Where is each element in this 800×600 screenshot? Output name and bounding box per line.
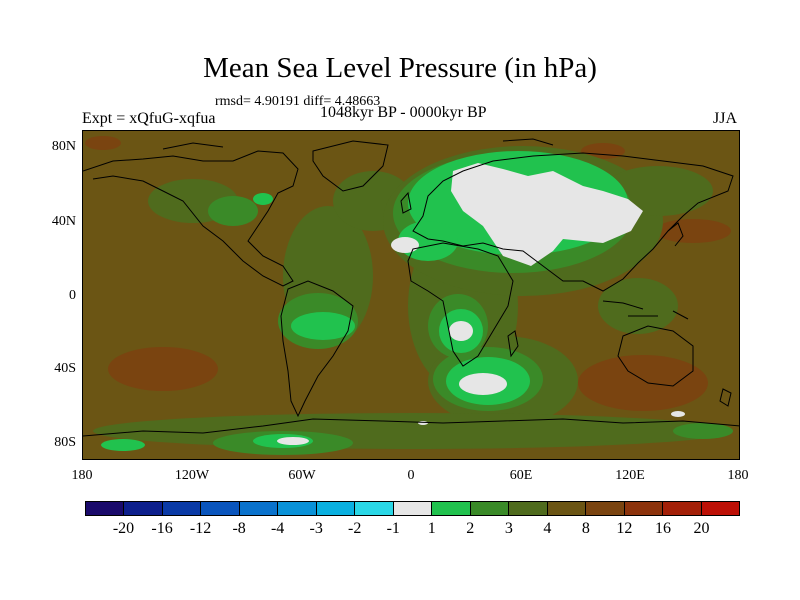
colorbar-label: -3 [309,520,323,537]
colorbar-swatch [162,502,202,515]
colorbar-swatch [663,502,702,515]
colorbar-swatch [316,502,356,515]
plot-title: Mean Sea Level Pressure (in hPa) [203,52,597,84]
lat-label-40s: 40S [54,361,76,376]
colorbar-label: -1 [386,520,400,537]
colorbar-label: 8 [581,520,590,537]
colorbar-label: -2 [348,520,362,537]
lon-label-180w: 180 [71,468,93,483]
colorbar-swatch [393,502,433,515]
colorbar-swatch [355,502,394,515]
lon-label-60e: 60E [509,468,533,483]
colorbar-label: 3 [504,520,513,537]
lat-label-80s: 80S [54,435,76,450]
colorbar-swatch [586,502,625,515]
lon-label-0: 0 [407,468,415,483]
colorbar-label: 12 [616,520,633,537]
colorbar-label: -4 [270,520,285,537]
colorbar-label: 2 [466,520,475,537]
colorbar-label: -16 [151,520,173,537]
colorbar-swatch [278,502,317,515]
colorbar-label: 16 [654,520,671,537]
anomaly-near-zero-zones [277,163,685,445]
colorbar-swatch [239,502,279,515]
lon-label-120e: 120E [615,468,645,483]
lon-label-60w: 60W [288,468,316,483]
stats-line: rmsd= 4.90191 diff= 4.48663 [215,94,381,109]
lat-label-40n: 40N [51,214,76,229]
colorbar-swatch [547,502,587,515]
colorbar [85,501,740,516]
colorbar-swatch [701,502,739,515]
colorbar-swatch [624,502,664,515]
colorbar-swatch [124,502,163,515]
experiment-label: Expt = xQfuG-xqfua [82,110,216,127]
colorbar-swatch [201,502,240,515]
lon-label-120w: 120W [174,468,210,483]
colorbar-swatch [470,502,510,515]
anomaly-high-north-pacific [655,219,731,243]
colorbar-label: 1 [427,520,436,537]
colorbar-label: -20 [112,520,135,537]
anomaly-high-south-pacific [108,347,218,391]
colorbar-swatch [509,502,548,515]
anomaly-high-south-indian [578,355,708,411]
lat-label-0: 0 [69,288,76,303]
anomaly-high-arctic-west [85,136,121,150]
coastlines [83,138,739,437]
pressure-anomaly-map [82,130,740,460]
colorbar-swatch [432,502,471,515]
colorbar-label: 4 [543,520,552,537]
season-label: JJA [713,110,738,127]
period-label: 1048kyr BP - 0000kyr BP [320,104,487,121]
colorbar-label: -12 [189,520,212,537]
colorbar-swatch [86,502,125,515]
lat-label-80n: 80N [51,139,76,154]
colorbar-label: 20 [693,520,710,537]
lon-label-180e: 180 [727,468,749,483]
colorbar-label: -8 [232,520,246,537]
